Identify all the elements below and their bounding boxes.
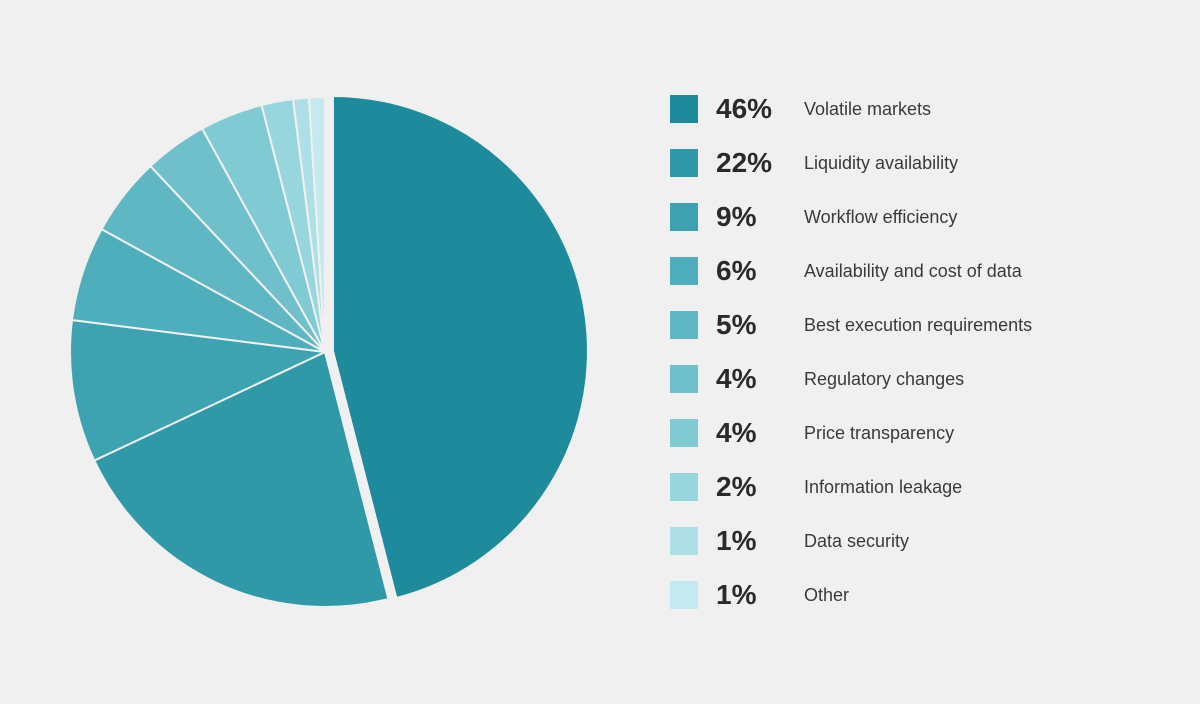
legend-label: Liquidity availability: [804, 153, 958, 174]
legend-percent: 2%: [716, 471, 786, 503]
legend-percent: 9%: [716, 201, 786, 233]
legend-swatch: [670, 581, 698, 609]
legend-percent: 22%: [716, 147, 786, 179]
legend-item: 2% Information leakage: [670, 471, 1140, 503]
legend-percent: 4%: [716, 417, 786, 449]
legend-item: 46% Volatile markets: [670, 93, 1140, 125]
pie-slice: [333, 96, 588, 598]
legend-swatch: [670, 365, 698, 393]
pie-chart-area: [60, 22, 610, 682]
legend: 46% Volatile markets 22% Liquidity availabi…: [610, 93, 1140, 611]
legend-swatch: [670, 203, 698, 231]
legend-label: Other: [804, 585, 849, 606]
legend-item: 4% Price transparency: [670, 417, 1140, 449]
legend-label: Best execution requirements: [804, 315, 1032, 336]
chart-container: 46% Volatile markets 22% Liquidity availabi…: [0, 0, 1200, 704]
legend-percent: 1%: [716, 525, 786, 557]
legend-swatch: [670, 149, 698, 177]
legend-label: Information leakage: [804, 477, 962, 498]
legend-swatch: [670, 311, 698, 339]
legend-percent: 46%: [716, 93, 786, 125]
legend-item: 5% Best execution requirements: [670, 309, 1140, 341]
legend-label: Workflow efficiency: [804, 207, 957, 228]
legend-percent: 1%: [716, 579, 786, 611]
pie-chart: [60, 22, 610, 682]
legend-item: 1% Other: [670, 579, 1140, 611]
legend-percent: 6%: [716, 255, 786, 287]
legend-item: 9% Workflow efficiency: [670, 201, 1140, 233]
legend-label: Availability and cost of data: [804, 261, 1022, 282]
legend-swatch: [670, 257, 698, 285]
legend-label: Regulatory changes: [804, 369, 964, 390]
legend-label: Volatile markets: [804, 99, 931, 120]
legend-item: 1% Data security: [670, 525, 1140, 557]
legend-item: 6% Availability and cost of data: [670, 255, 1140, 287]
legend-label: Data security: [804, 531, 909, 552]
legend-percent: 5%: [716, 309, 786, 341]
legend-swatch: [670, 473, 698, 501]
legend-percent: 4%: [716, 363, 786, 395]
legend-swatch: [670, 419, 698, 447]
legend-swatch: [670, 527, 698, 555]
legend-item: 22% Liquidity availability: [670, 147, 1140, 179]
legend-swatch: [670, 95, 698, 123]
legend-label: Price transparency: [804, 423, 954, 444]
legend-item: 4% Regulatory changes: [670, 363, 1140, 395]
